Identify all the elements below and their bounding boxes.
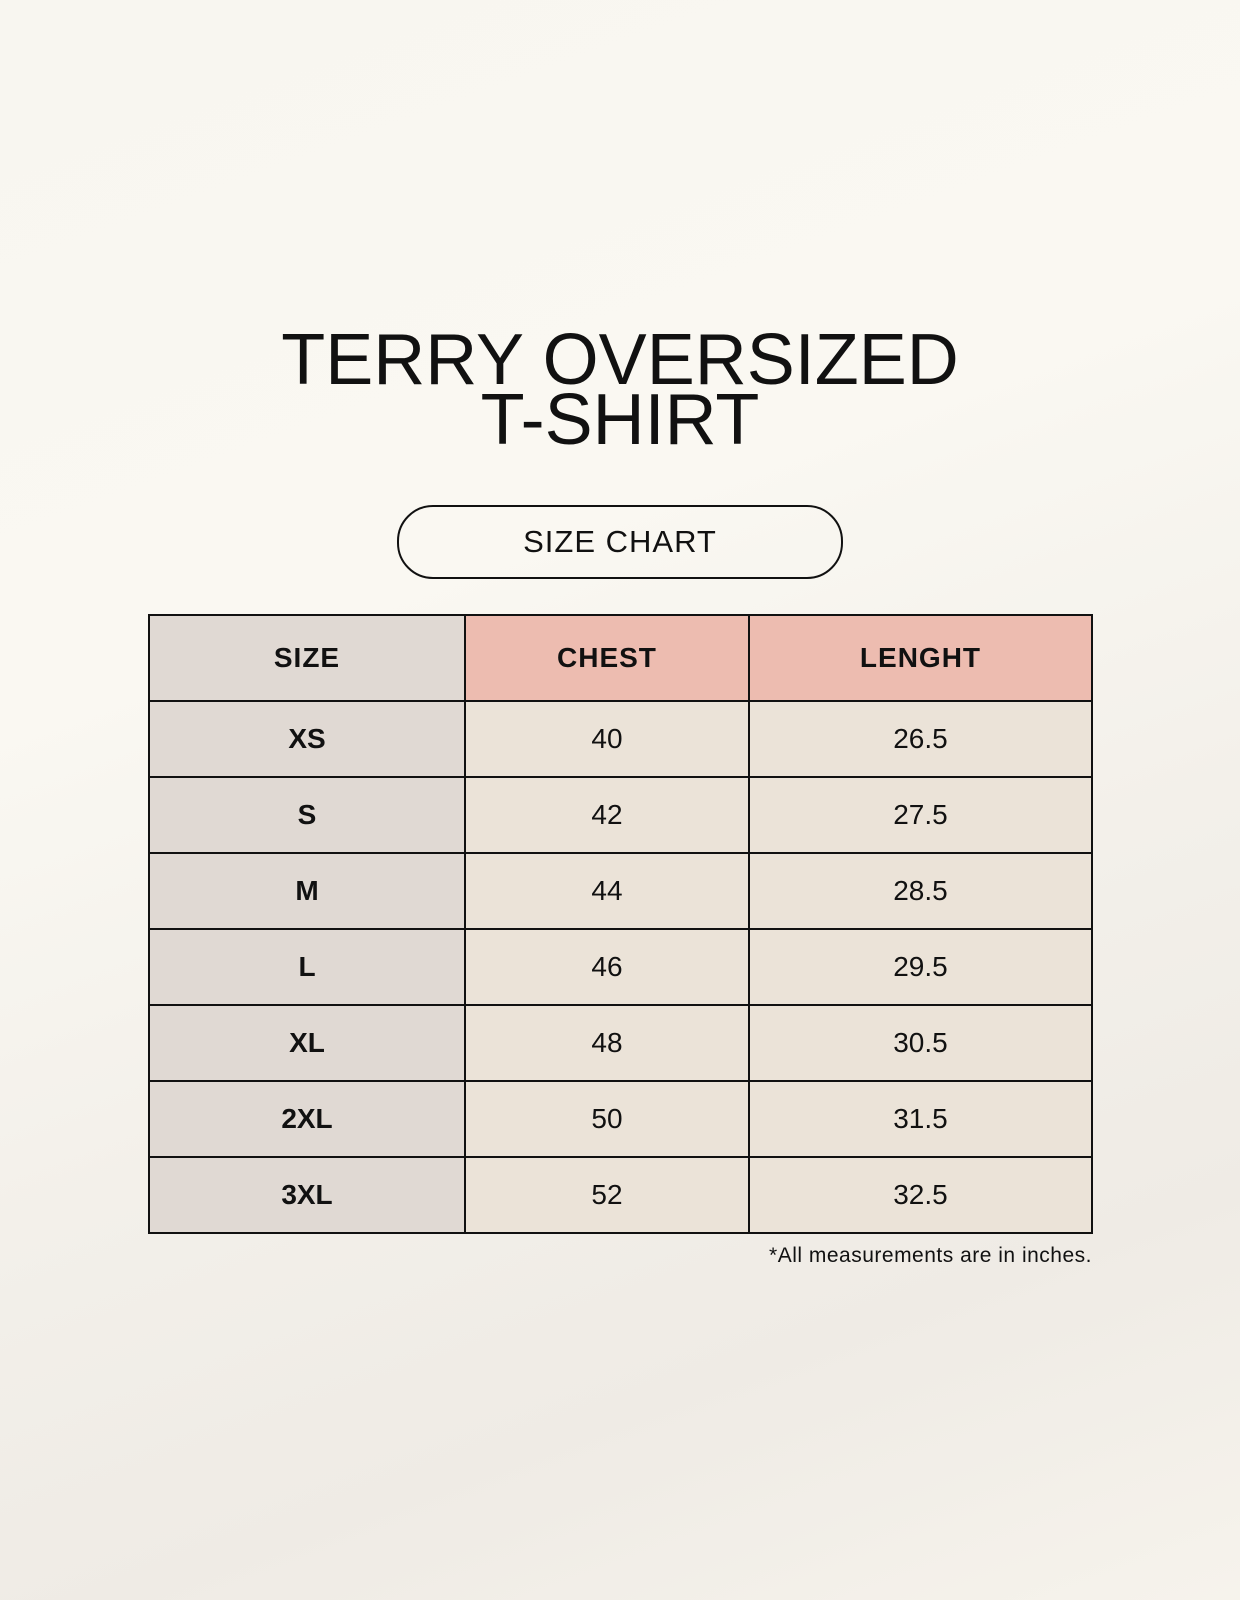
table-row: M 44 28.5 [148, 852, 1094, 930]
table-row: XL 48 30.5 [148, 1004, 1094, 1082]
length-cell: 30.5 [747, 1004, 1094, 1082]
page-title: TERRY OVERSIZED T-SHIRT [0, 320, 1240, 460]
size-table: SIZE CHEST LENGHT XS 40 26.5 S 42 27.5 M 44 28.5… [148, 614, 1094, 1234]
length-cell: 28.5 [747, 852, 1094, 930]
title-line-1: TERRY OVERSIZED [281, 320, 959, 400]
header-chest: CHEST [464, 614, 750, 702]
size-chart-label: SIZE CHART [397, 505, 843, 579]
table-row: XS 40 26.5 [148, 700, 1094, 778]
length-cell: 27.5 [747, 776, 1094, 854]
header-size: SIZE [148, 614, 466, 702]
chest-cell: 40 [464, 700, 750, 778]
chest-cell: 50 [464, 1080, 750, 1158]
footnote: *All measurements are in inches. [769, 1244, 1092, 1267]
size-cell: L [148, 928, 466, 1006]
title-line-2: T-SHIRT [480, 380, 760, 460]
table-row: L 46 29.5 [148, 928, 1094, 1006]
length-cell: 32.5 [747, 1156, 1094, 1234]
size-cell: XL [148, 1004, 466, 1082]
size-cell: 2XL [148, 1080, 466, 1158]
size-cell: XS [148, 700, 466, 778]
chest-cell: 52 [464, 1156, 750, 1234]
table-row: 2XL 50 31.5 [148, 1080, 1094, 1158]
length-cell: 31.5 [747, 1080, 1094, 1158]
size-cell: M [148, 852, 466, 930]
size-cell: 3XL [148, 1156, 466, 1234]
chest-cell: 44 [464, 852, 750, 930]
chest-cell: 42 [464, 776, 750, 854]
size-cell: S [148, 776, 466, 854]
chest-cell: 48 [464, 1004, 750, 1082]
chest-cell: 46 [464, 928, 750, 1006]
table-row: 3XL 52 32.5 [148, 1156, 1094, 1234]
table-header-row: SIZE CHEST LENGHT [148, 614, 1094, 702]
length-cell: 29.5 [747, 928, 1094, 1006]
length-cell: 26.5 [747, 700, 1094, 778]
table-row: S 42 27.5 [148, 776, 1094, 854]
header-length: LENGHT [747, 614, 1094, 702]
